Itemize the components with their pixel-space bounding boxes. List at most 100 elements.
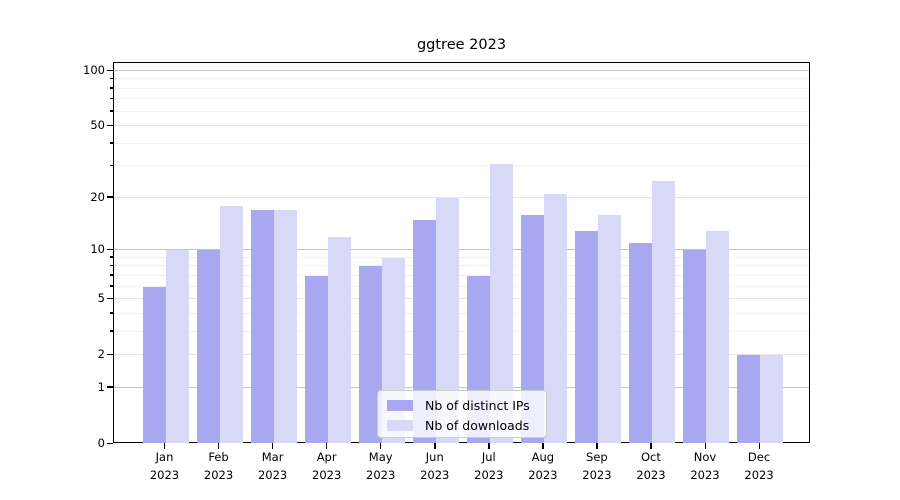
y-tick-50	[107, 124, 113, 127]
plot-area	[113, 62, 810, 443]
y-tick-label-100: 100	[83, 63, 105, 77]
y-tick-label-50: 50	[90, 118, 105, 133]
legend-item-downloads: Nb of downloads	[387, 416, 546, 435]
downloads-swatch	[387, 420, 413, 431]
y-tick-100	[107, 69, 113, 71]
bar-jul-downloads	[489, 163, 513, 443]
y-tick-label-10: 10	[90, 242, 105, 257]
x-tick-apr	[326, 443, 328, 449]
x-tick-mar	[272, 443, 274, 449]
minor-gridline-80	[114, 87, 809, 89]
distinct-ips-swatch	[387, 400, 413, 411]
x-tick-label-sep: Sep 2023	[582, 450, 612, 482]
y-minor-tick-30	[109, 164, 113, 167]
x-tick-label-mar: Mar 2023	[257, 450, 288, 482]
major-gridline-50	[114, 125, 809, 127]
bar-dec-distinct-ips	[737, 355, 761, 443]
x-tick-may	[380, 443, 382, 449]
major-gridline-2	[114, 354, 809, 356]
x-tick-label-dec: Dec 2023	[744, 450, 774, 482]
y-minor-tick-60	[109, 110, 113, 112]
x-tick-label-may: May 2023	[366, 450, 396, 482]
x-tick-label-jun: Jun 2023	[420, 450, 450, 482]
y-tick-label-1: 1	[97, 379, 105, 394]
bar-aug-downloads	[543, 194, 567, 443]
y-minor-tick-7	[109, 274, 113, 276]
bar-apr-distinct-ips	[304, 275, 328, 443]
bar-oct-distinct-ips	[628, 243, 652, 443]
bar-jun-downloads	[435, 197, 459, 443]
major-gridline-100	[114, 70, 809, 71]
y-tick-2	[107, 353, 113, 355]
y-tick-label-2: 2	[97, 347, 105, 362]
y-tick-label-5: 5	[97, 291, 105, 306]
legend: Nb of distinct IPs Nb of downloads	[377, 390, 547, 438]
x-tick-sep	[596, 443, 598, 449]
x-tick-label-aug: Aug 2023	[528, 450, 558, 482]
y-minor-tick-6	[109, 285, 113, 287]
minor-gridline-8	[114, 265, 809, 267]
minor-gridline-40	[114, 142, 809, 144]
bar-dec-downloads	[760, 355, 784, 443]
y-minor-tick-80	[109, 87, 113, 89]
y-tick-label-0: 0	[97, 436, 105, 450]
y-tick-0	[107, 442, 113, 444]
x-tick-dec	[758, 443, 760, 449]
minor-gridline-4	[114, 312, 809, 314]
x-tick-label-jul: Jul 2023	[474, 450, 504, 482]
y-minor-tick-90	[109, 77, 113, 80]
y-tick-label-20: 20	[90, 189, 105, 204]
y-minor-tick-8	[109, 264, 113, 267]
major-gridline-1	[114, 386, 809, 388]
bar-mar-distinct-ips	[250, 210, 274, 443]
x-tick-jun	[434, 443, 436, 449]
bar-may-distinct-ips	[358, 266, 382, 443]
bar-aug-distinct-ips	[520, 215, 544, 443]
bar-jun-distinct-ips	[412, 219, 436, 443]
bar-apr-downloads	[327, 236, 351, 443]
x-tick-label-oct: Oct 2023	[636, 450, 666, 482]
legend-item-distinct-ips: Nb of distinct IPs	[387, 396, 546, 415]
minor-gridline-9	[114, 256, 809, 258]
bar-sep-distinct-ips	[574, 230, 598, 443]
x-tick-label-nov: Nov 2023	[690, 450, 720, 482]
bar-oct-downloads	[651, 180, 675, 443]
minor-gridline-3	[114, 330, 809, 332]
y-minor-tick-4	[109, 312, 113, 314]
bar-mar-downloads	[273, 210, 297, 443]
minor-gridline-90	[114, 78, 809, 80]
x-tick-jan	[164, 443, 166, 449]
bar-jan-distinct-ips	[142, 286, 166, 443]
major-gridline-20	[114, 196, 809, 198]
minor-gridline-6	[114, 285, 809, 287]
minor-gridline-30	[114, 165, 809, 167]
y-minor-tick-9	[109, 256, 113, 258]
y-tick-10	[107, 248, 113, 250]
x-tick-label-feb: Feb 2023	[203, 450, 234, 482]
minor-gridline-70	[114, 98, 809, 100]
bar-sep-downloads	[597, 215, 621, 443]
y-minor-tick-40	[109, 142, 113, 144]
major-gridline-10	[114, 249, 809, 251]
x-tick-aug	[542, 443, 544, 449]
y-tick-1	[107, 386, 113, 388]
bar-feb-downloads	[219, 206, 243, 443]
y-minor-tick-70	[109, 97, 113, 100]
y-tick-20	[107, 196, 113, 198]
x-tick-label-apr: Apr 2023	[312, 450, 342, 482]
x-tick-feb	[218, 443, 220, 449]
minor-gridline-7	[114, 274, 809, 276]
legend-label-distinct-ips: Nb of distinct IPs	[425, 398, 530, 413]
bar-jan-downloads	[165, 250, 189, 443]
x-tick-nov	[704, 443, 706, 449]
major-gridline-5	[114, 298, 809, 300]
y-minor-tick-3	[109, 330, 113, 332]
legend-label-downloads: Nb of downloads	[425, 418, 530, 433]
bar-feb-distinct-ips	[196, 250, 220, 443]
x-tick-oct	[650, 443, 652, 449]
bar-nov-distinct-ips	[683, 250, 706, 443]
bar-nov-downloads	[706, 230, 729, 443]
chart-title: ggtree 2023	[416, 37, 507, 53]
x-tick-jul	[488, 443, 490, 449]
